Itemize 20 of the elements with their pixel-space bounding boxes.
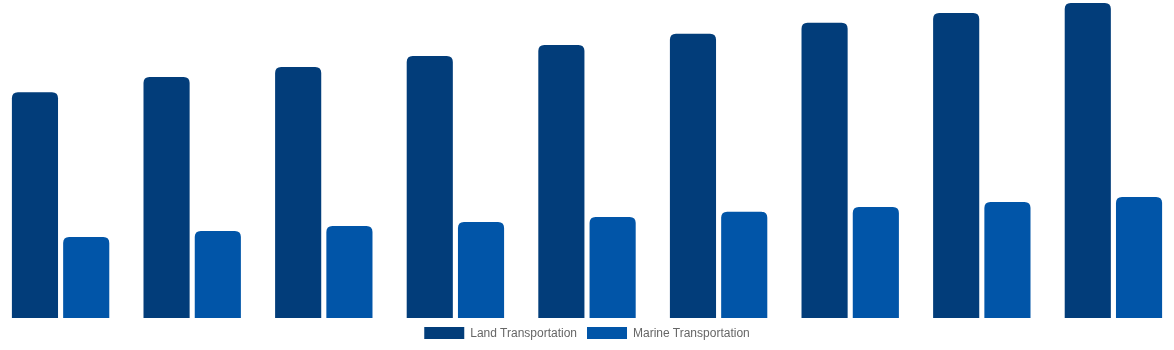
bar	[984, 202, 1031, 318]
bar	[275, 66, 322, 318]
bar	[1115, 197, 1163, 318]
bar	[326, 226, 373, 318]
bar	[589, 216, 636, 318]
bar	[538, 44, 585, 318]
bar	[457, 221, 505, 318]
bar	[721, 211, 768, 318]
bar	[143, 77, 190, 318]
bar	[933, 13, 980, 318]
bar	[11, 92, 59, 318]
bar	[852, 207, 899, 318]
bar	[406, 55, 453, 318]
legend-label: Land Transportation	[470, 326, 578, 340]
bar	[194, 231, 241, 318]
bar	[669, 33, 717, 318]
legend-label: Marine Transportation	[633, 326, 750, 340]
bar	[63, 237, 110, 318]
bar	[801, 22, 848, 318]
bar	[1064, 3, 1111, 318]
